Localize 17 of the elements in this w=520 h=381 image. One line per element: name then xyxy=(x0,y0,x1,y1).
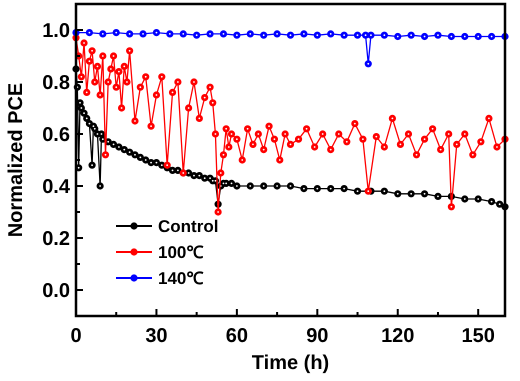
x-tick-label: 30 xyxy=(145,325,168,347)
y-tick-label: 1.0 xyxy=(42,20,70,42)
x-tick-label: 60 xyxy=(226,325,248,347)
legend-label: 100℃ xyxy=(158,243,204,262)
x-axis-title: Time (h) xyxy=(252,352,330,374)
x-tick-label: 150 xyxy=(462,325,495,347)
y-tick-label: 0.6 xyxy=(42,124,70,146)
y-axis-title: Normalized PCE xyxy=(5,82,27,238)
y-tick-label: 0.2 xyxy=(42,228,70,250)
x-tick-label: 0 xyxy=(70,325,82,347)
y-tick-label: 0.4 xyxy=(42,176,71,198)
legend-label: 140℃ xyxy=(158,269,204,288)
y-tick-label: 0.8 xyxy=(42,72,70,94)
x-tick-label: 120 xyxy=(381,325,414,347)
y-tick-label: 0.0 xyxy=(42,280,70,302)
x-tick-label: 90 xyxy=(306,325,328,347)
legend-label: Control xyxy=(158,217,218,236)
